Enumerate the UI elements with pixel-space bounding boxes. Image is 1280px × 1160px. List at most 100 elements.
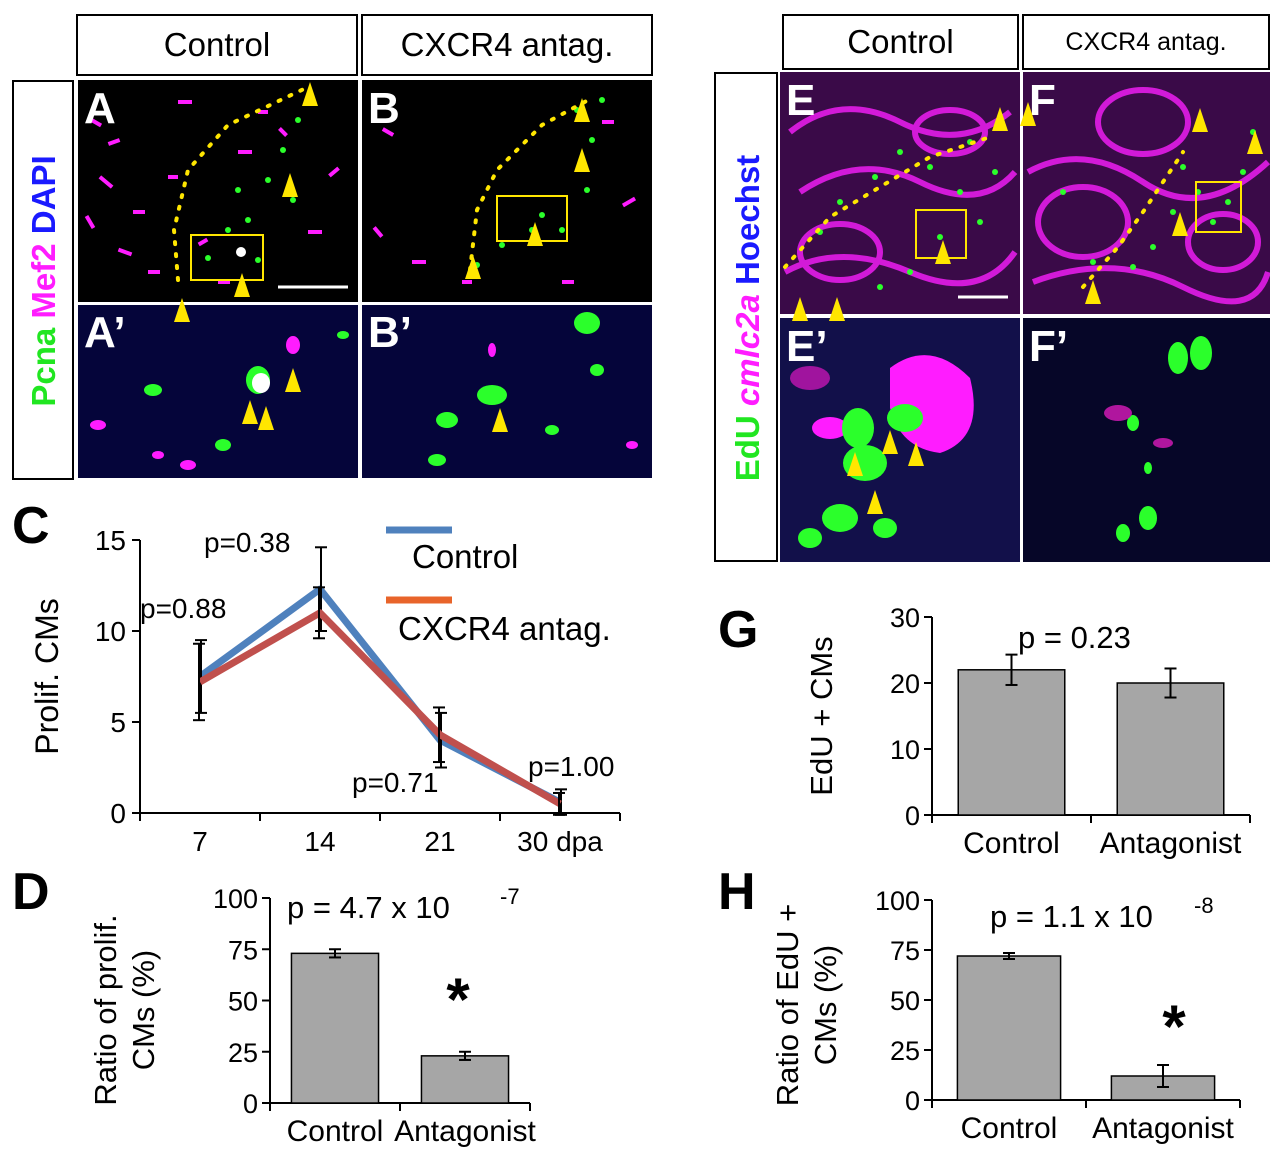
H-category-label: Antagonist	[1092, 1112, 1234, 1145]
D-bar-1	[420, 1055, 510, 1104]
arrowhead-19	[792, 297, 808, 321]
arrowhead-10	[258, 406, 274, 430]
arrowhead-7	[465, 255, 481, 279]
stain-label-right: EdU cmlc2a Hoechst	[714, 72, 778, 562]
G-category-label: Control	[963, 827, 1060, 860]
header-control-left: Control	[76, 14, 358, 76]
arrowhead-4	[574, 98, 590, 122]
arrowhead-13	[935, 240, 951, 264]
h-y-axis-label-2: CMs (%)	[808, 945, 843, 1066]
H-y-tick-label: 25	[890, 1036, 920, 1066]
d-y-axis-label-2: CMs (%)	[126, 950, 161, 1071]
c-p-value: p=0.38	[204, 527, 290, 558]
micrograph-a-prime	[78, 305, 358, 478]
arrowhead-22	[882, 430, 898, 454]
arrowhead-11	[492, 408, 508, 432]
G-bar-1	[1116, 682, 1225, 816]
c-y-tick-label: 5	[110, 707, 126, 738]
D-category-label: Antagonist	[394, 1115, 536, 1148]
c-p-value: p=0.71	[352, 767, 438, 798]
chart-h-bar: 0 25 50 75 100 Control Antagonist Ratio of EdU …	[770, 886, 1241, 1145]
label-f: F	[1029, 76, 1056, 125]
h-significance-star: *	[1162, 993, 1186, 1060]
arrowhead-0	[302, 82, 318, 106]
c-y-axis-label: Prolif. CMs	[29, 598, 65, 754]
micrograph-b-prime	[362, 305, 652, 478]
d-p-exponent: -7	[500, 884, 520, 909]
chart-g-bar: 0 10 20 30 Control Antagonist EdU + CMs p = 0.2…	[804, 603, 1251, 860]
D-y-tick-label: 25	[228, 1038, 258, 1068]
label-f-prime: F’	[1029, 322, 1069, 371]
label-e: E	[786, 76, 816, 125]
c-x-tick-label: 30 dpa	[517, 826, 603, 857]
c-x-tick-label: 14	[304, 826, 335, 857]
label-a-prime: A’	[84, 308, 126, 357]
chart-d-bar: 0 25 50 75 100 Control Antagonist Ratio of prol…	[88, 884, 537, 1148]
G-category-label: Antagonist	[1100, 827, 1242, 860]
arrowhead-2	[234, 273, 250, 297]
header-control-right: Control	[782, 14, 1019, 70]
micrograph-f-prime	[1023, 318, 1270, 562]
c-p-value: p=1.00	[528, 751, 614, 782]
d-p-value: p = 4.7 x 10	[287, 890, 450, 925]
H-bar-0	[956, 955, 1062, 1101]
arrowhead-overlay	[174, 82, 1263, 514]
panel-letter-c: C	[12, 497, 50, 555]
c-p-value: p=0.88	[140, 593, 226, 624]
arrowhead-12	[992, 107, 1008, 131]
G-y-tick-label: 0	[905, 801, 920, 831]
g-p-value: p = 0.23	[1018, 620, 1131, 655]
arrowhead-23	[908, 442, 924, 466]
H-y-tick-label: 50	[890, 986, 920, 1016]
d-y-axis-label-1: Ratio of prolif.	[88, 914, 123, 1105]
g-y-axis-label: EdU + CMs	[804, 636, 839, 795]
arrowhead-15	[1192, 108, 1208, 132]
micrograph-e	[780, 72, 1020, 314]
G-y-tick-label: 30	[890, 603, 920, 633]
label-a: A	[84, 84, 116, 133]
arrowhead-14	[1020, 102, 1036, 126]
H-y-tick-label: 75	[890, 936, 920, 966]
h-p-value: p = 1.1 x 10	[990, 899, 1153, 934]
c-x-tick-label: 7	[192, 826, 208, 857]
label-b: B	[368, 84, 400, 133]
header-antag-left: CXCR4 antag.	[361, 14, 653, 76]
c-legend-label-control: Control	[412, 538, 518, 575]
arrowhead-3	[174, 298, 190, 322]
micrograph-b	[362, 80, 652, 302]
panel-letter-g: G	[718, 601, 759, 659]
G-y-tick-label: 10	[890, 735, 920, 765]
panel-letter-d: D	[12, 863, 50, 921]
D-category-label: Control	[287, 1115, 384, 1148]
arrowhead-5	[574, 148, 590, 172]
arrowhead-9	[242, 400, 258, 424]
H-category-label: Control	[961, 1112, 1058, 1145]
H-y-tick-label: 100	[875, 886, 920, 916]
arrowhead-24	[867, 490, 883, 514]
D-y-tick-label: 50	[228, 987, 258, 1017]
D-y-tick-label: 0	[243, 1089, 258, 1119]
label-b-prime: B’	[368, 308, 412, 357]
arrowhead-20	[829, 297, 845, 321]
arrowhead-8	[285, 368, 301, 392]
header-antag-right: CXCR4 antag.	[1022, 14, 1270, 70]
micrograph-a	[78, 80, 358, 302]
arrowhead-18	[1085, 280, 1101, 304]
label-e-prime: E’	[786, 322, 828, 371]
h-y-axis-label-1: Ratio of EdU +	[770, 904, 805, 1106]
h-p-exponent: -8	[1194, 893, 1214, 918]
c-series-line-1	[198, 609, 562, 807]
arrowhead-17	[1172, 212, 1188, 236]
c-x-tick-label: 21	[424, 826, 455, 857]
G-y-tick-label: 20	[890, 669, 920, 699]
D-y-tick-label: 100	[213, 884, 258, 914]
H-y-tick-label: 0	[905, 1086, 920, 1116]
D-bar-0	[290, 952, 380, 1104]
arrowhead-21	[847, 452, 863, 476]
D-y-tick-label: 75	[228, 935, 258, 965]
arrowhead-16	[1247, 130, 1263, 154]
c-y-tick-label: 15	[95, 525, 126, 556]
panel-letter-h: H	[718, 863, 756, 921]
c-y-tick-label: 10	[95, 616, 126, 647]
stain-label-left: Pcna Mef2 DAPI	[12, 80, 74, 480]
